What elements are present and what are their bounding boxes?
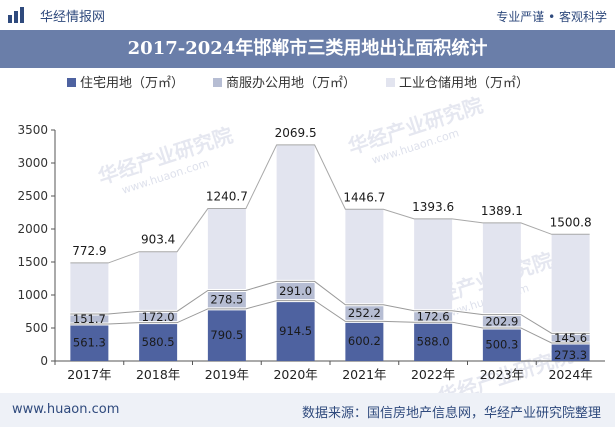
bar-residential [414,322,453,361]
data-label-industrial: 772.9 [72,244,106,258]
legend-item-commercial: 商服办公用地（万㎡） [213,72,356,91]
bar-residential [551,342,590,361]
bar-commercial [482,314,521,328]
data-label-residential: 588.0 [417,335,450,349]
bar-industrial [345,209,384,305]
data-label-industrial: 1389.1 [481,204,523,218]
legend: 住宅用地（万㎡） 商服办公用地（万㎡） 工业仓储用地（万㎡） [0,72,615,92]
bar-residential [345,321,384,361]
commercial-connector-line [70,280,590,334]
x-tick-label: 2024年 [548,367,592,382]
bar-industrial [482,222,521,315]
data-label-residential: 273.3 [554,348,587,362]
y-tick-label: 2500 [17,189,48,203]
bar-residential [207,308,246,361]
y-tick-label: 1500 [17,255,48,269]
data-label-industrial: 1240.7 [206,190,248,204]
bar-industrial [70,262,109,314]
bar-industrial [276,144,315,282]
y-tick-label: 3000 [17,156,48,170]
footer: www.huaon.com 数据来源：国信房地产信息网，华经产业研究院整理 [0,393,615,427]
y-tick-label: 1000 [17,288,48,302]
y-tick-label: 3500 [17,123,48,137]
x-tick-label: 2018年 [136,367,180,382]
brand-name: 华经情报网 [40,10,106,25]
x-tick-label: 2022年 [411,367,455,382]
bar-residential [276,300,315,361]
x-tick-label: 2020年 [273,367,317,382]
legend-item-residential: 住宅用地（万㎡） [67,72,184,91]
y-tick-label: 0 [40,354,48,368]
legend-item-industrial: 工业仓储用地（万㎡） [386,72,529,91]
data-label-residential: 561.3 [73,335,106,349]
data-label-industrial: 1446.7 [343,190,385,204]
residential-connector-line [70,300,590,344]
total-connector-line [70,144,590,264]
data-label-industrial: 903.4 [141,233,175,247]
data-label-residential: 500.3 [485,337,518,351]
bar-residential [482,327,521,361]
x-tick-label: 2017年 [67,367,111,382]
bar-residential [70,323,109,361]
data-label-commercial: 202.9 [485,314,518,328]
bar-commercial [70,313,109,324]
y-tick-label: 2000 [17,222,48,236]
bar-industrial [139,251,178,312]
bar-commercial [139,311,178,323]
bar-industrial [414,218,453,311]
y-tick-label: 500 [25,321,48,335]
data-label-commercial: 172.6 [417,309,450,323]
bar-commercial [551,333,590,343]
x-tick-label: 2023年 [480,367,524,382]
legend-swatch-residential [67,78,76,87]
data-source: 数据来源：国信房地产信息网，华经产业研究院整理 [301,406,601,421]
x-tick-label: 2021年 [342,367,386,382]
data-label-commercial: 278.5 [210,293,243,307]
chart-title: 2017-2024年邯郸市三类用地出让面积统计 [0,30,615,68]
data-label-residential: 600.2 [348,334,381,348]
legend-swatch-commercial [213,78,222,87]
x-tick-label: 2019年 [205,367,249,382]
logo-icon [8,7,24,23]
data-label-commercial: 252.2 [348,306,381,320]
bar-commercial [414,310,453,323]
data-label-residential: 790.5 [210,328,243,342]
top-bar: 华经情报网 专业严谨 • 客观科学 [0,0,615,30]
data-label-residential: 580.5 [142,335,175,349]
data-label-industrial: 1500.8 [550,215,592,229]
data-label-industrial: 2069.5 [275,126,317,140]
data-label-residential: 914.5 [279,324,312,338]
tagline: 专业严谨 • 客观科学 [496,10,607,24]
data-label-commercial: 172.0 [142,310,175,324]
legend-swatch-industrial [386,78,395,87]
data-label-industrial: 1393.6 [412,200,454,214]
bar-commercial [345,304,384,322]
bar-residential [139,322,178,361]
bar-commercial [207,290,246,309]
data-label-commercial: 145.6 [554,331,587,345]
data-label-commercial: 151.7 [73,312,106,326]
bar-industrial [551,234,590,334]
site-url: www.huaon.com [12,402,120,417]
bar-industrial [207,208,246,291]
data-label-commercial: 291.0 [279,284,312,298]
stacked-bar-chart: 0 500 1000 1500 2000 2500 3000 3500 561.3 151.7 77… [17,123,605,382]
bar-commercial [276,281,315,301]
